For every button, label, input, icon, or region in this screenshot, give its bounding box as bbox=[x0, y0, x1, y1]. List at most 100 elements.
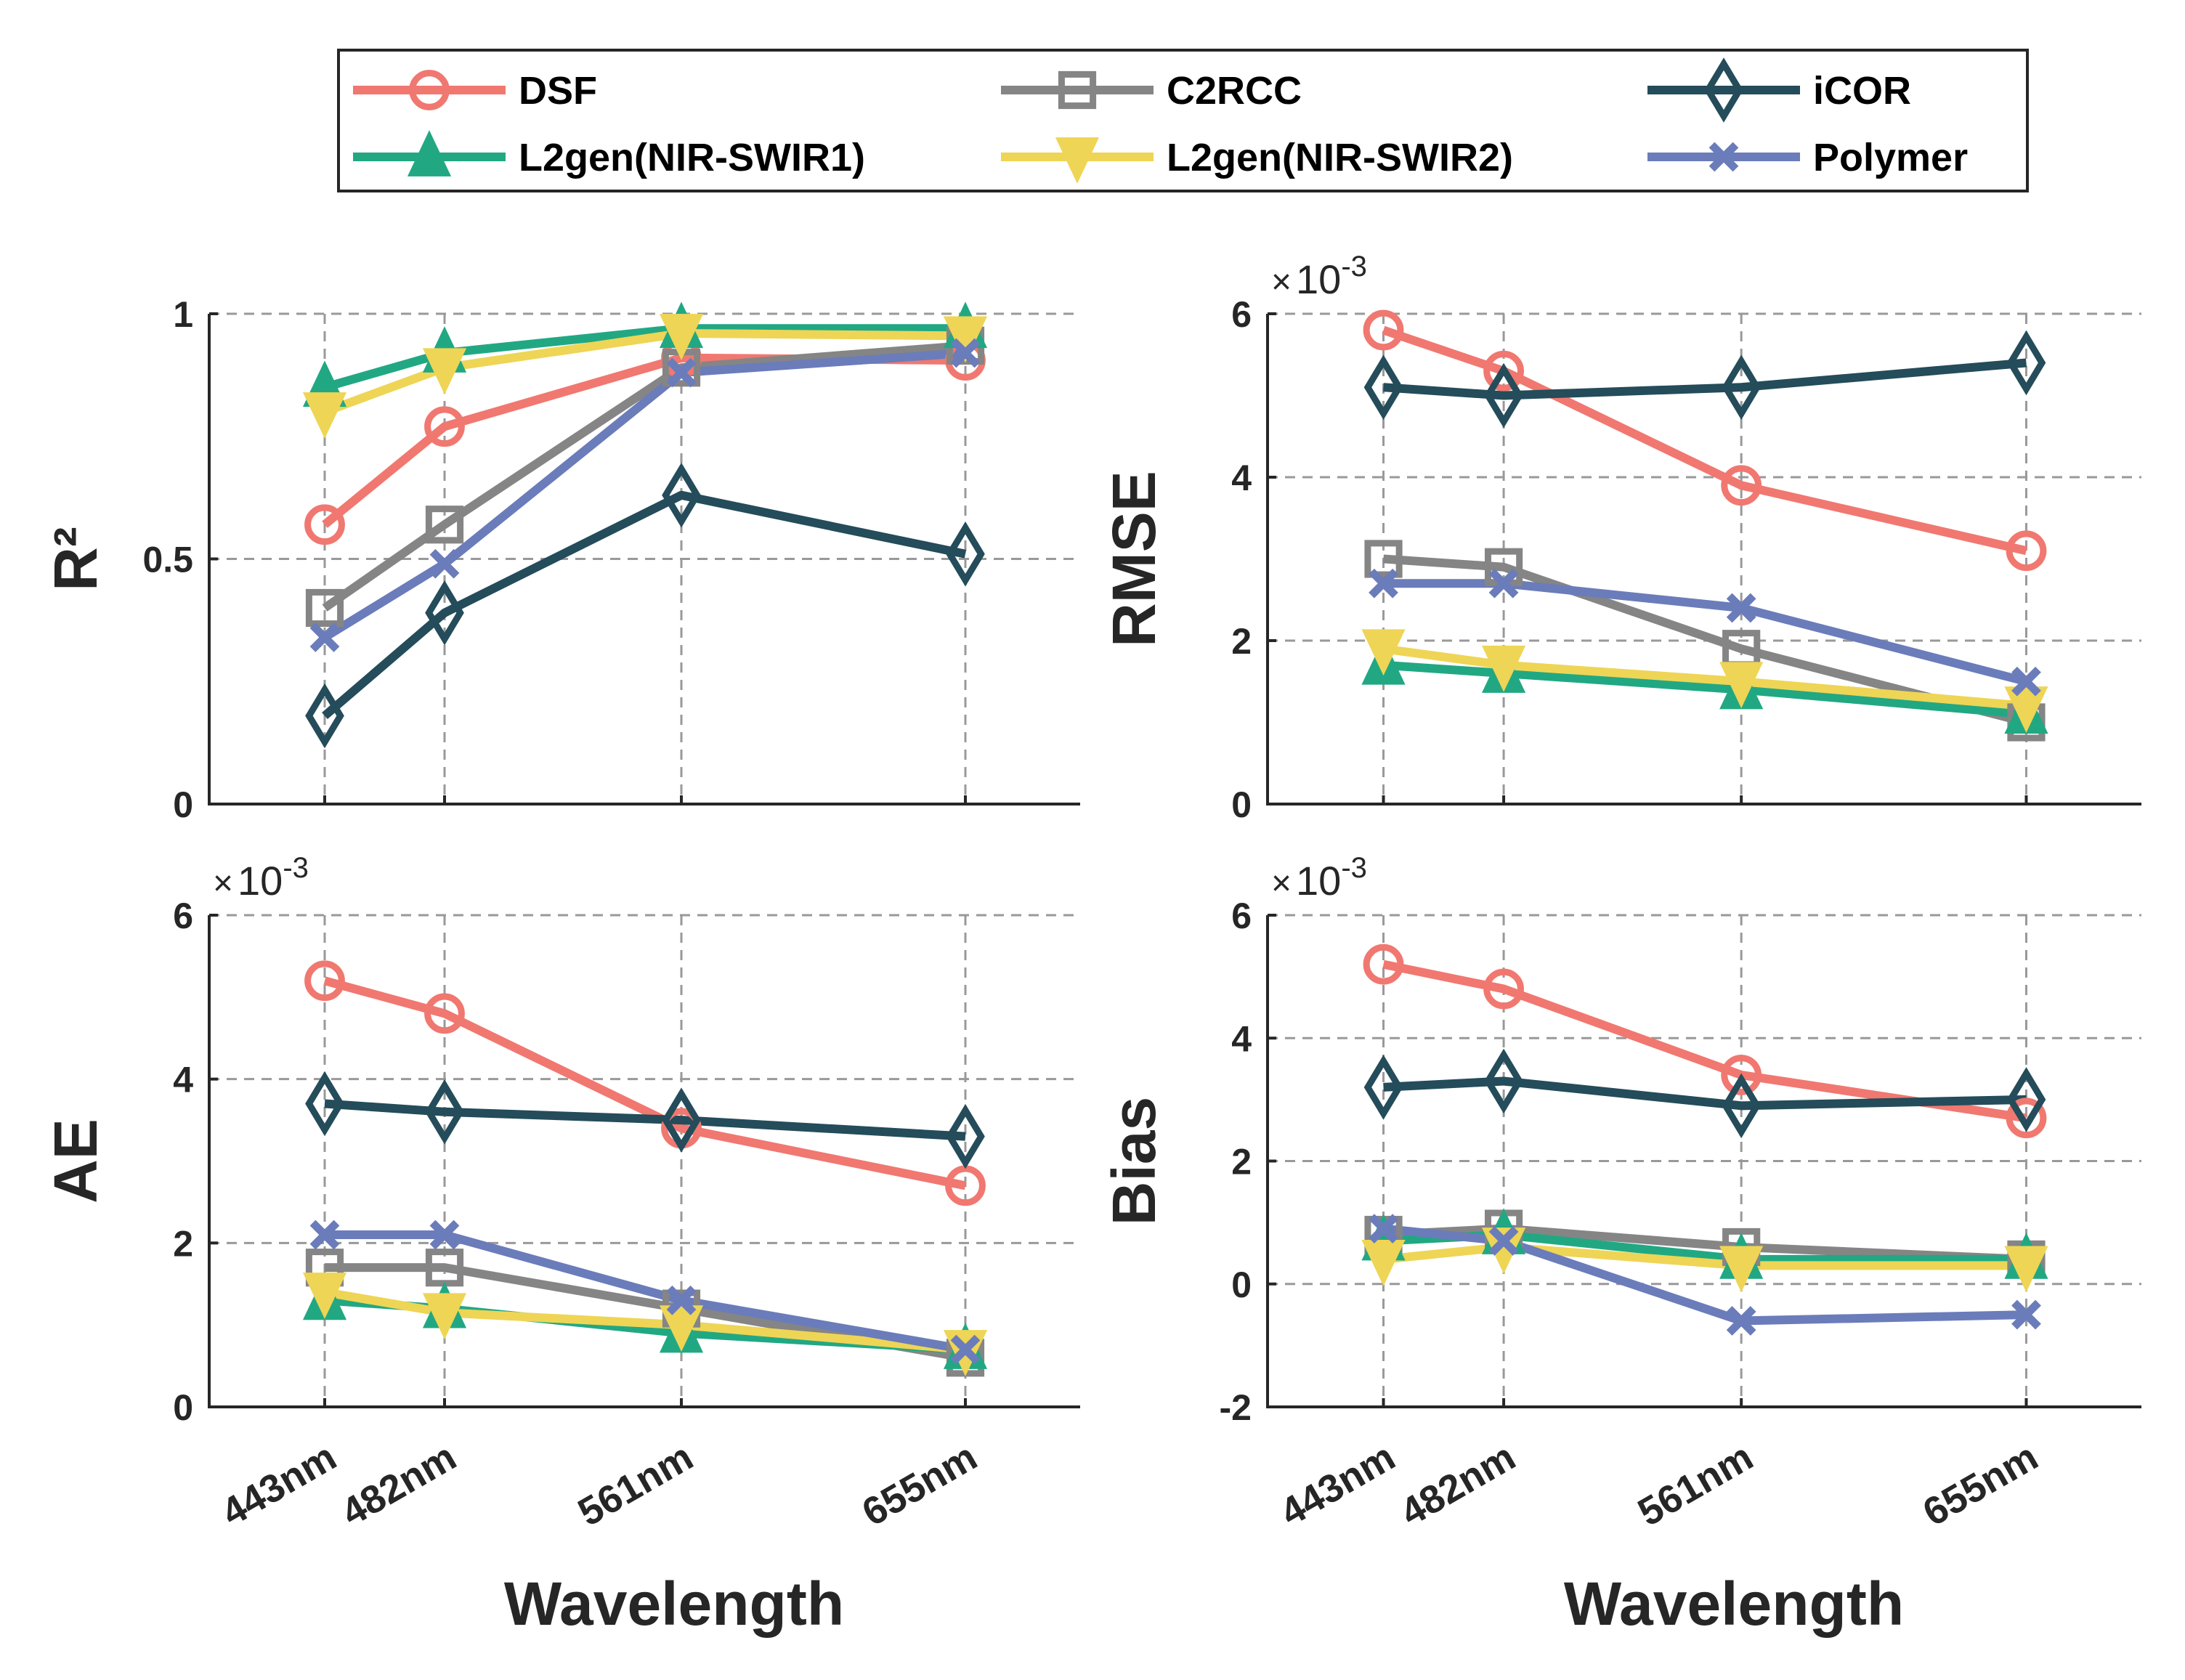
data-point bbox=[302, 1273, 347, 1319]
y-tick-label: 2 bbox=[1231, 1142, 1252, 1182]
marker-stroke bbox=[309, 1220, 340, 1250]
y-exponent-label: × 10-3 bbox=[1271, 251, 1367, 302]
data-point bbox=[2006, 1067, 2046, 1132]
x-axis-title: Wavelength bbox=[504, 1570, 844, 1638]
series-line-polymer bbox=[322, 349, 966, 641]
marker-stroke bbox=[1369, 568, 1398, 598]
legend-label: Polymer bbox=[1813, 136, 1968, 179]
panel-r2: 0 0.5 1 R² bbox=[41, 294, 1080, 825]
data-point bbox=[2004, 686, 2048, 733]
data-point bbox=[950, 338, 981, 368]
y-tick-label: 1 bbox=[173, 294, 193, 335]
data-point bbox=[1482, 645, 1526, 692]
series-line-l2gen-nir-swir1- bbox=[323, 324, 965, 392]
data-point bbox=[424, 993, 465, 1034]
data-point bbox=[659, 314, 704, 360]
marker-stroke bbox=[1708, 142, 1739, 172]
data-point bbox=[429, 1220, 460, 1250]
marker-stroke bbox=[2011, 666, 2041, 697]
legend-item: iCOR bbox=[1647, 57, 1911, 123]
data-point bbox=[305, 588, 344, 628]
data-point bbox=[2004, 1246, 2048, 1293]
series-line-dsf bbox=[323, 976, 967, 1190]
data-point bbox=[1719, 1246, 1764, 1293]
data-point bbox=[2006, 1097, 2047, 1139]
y-tick-label: 0 bbox=[173, 1387, 193, 1428]
series-line-c2rcc bbox=[322, 341, 966, 612]
data-point bbox=[1488, 568, 1519, 598]
y-tick-label: 0.5 bbox=[142, 540, 193, 580]
legend-marker-square-icon bbox=[1058, 70, 1097, 110]
panel-rmse: 0 2 4 6 × 10-3 RMSE bbox=[1100, 251, 2141, 825]
series-line-polymer bbox=[325, 1230, 967, 1354]
series-line-icor bbox=[324, 1099, 966, 1141]
exponent-times: × bbox=[1271, 263, 1292, 301]
data-point bbox=[422, 348, 467, 395]
data-point bbox=[950, 1334, 981, 1365]
y-tick-label: 4 bbox=[1231, 1018, 1252, 1059]
data-point bbox=[1721, 1055, 1762, 1095]
marker-stroke bbox=[309, 622, 340, 652]
data-point bbox=[1726, 1306, 1756, 1336]
data-point bbox=[424, 406, 465, 447]
legend-label: iCOR bbox=[1813, 69, 1911, 113]
exponent-power: -3 bbox=[1341, 852, 1367, 884]
legend-marker-diamond-icon bbox=[1704, 57, 1743, 123]
data-point bbox=[1361, 629, 1406, 676]
data-point bbox=[2011, 666, 2041, 697]
legend: DSF C2RCC iCOR L2gen(NIR-SWIR1) L2gen(NIR-SW… bbox=[337, 49, 2029, 192]
exponent-base: 10 bbox=[1296, 256, 1341, 302]
legend-item: L2gen(NIR-SWIR2) bbox=[1001, 136, 1513, 184]
series-line-icor bbox=[322, 490, 967, 720]
data-point bbox=[2006, 530, 2047, 572]
data-point bbox=[305, 683, 344, 749]
y-axis-title: AE bbox=[41, 1119, 110, 1204]
x-tick-label: 561nm bbox=[1631, 1435, 1760, 1535]
y-tick-label: 0 bbox=[1231, 1265, 1252, 1305]
data-point bbox=[1483, 350, 1524, 391]
data-point bbox=[1719, 662, 1764, 709]
data-point bbox=[1726, 593, 1756, 623]
y-exponent-label: × 10-3 bbox=[1271, 852, 1367, 904]
y-axis-title: Bias bbox=[1100, 1097, 1168, 1225]
data-point bbox=[1484, 362, 1523, 429]
x-tick-label: 482nm bbox=[1393, 1435, 1523, 1535]
legend-item: C2RCC bbox=[1001, 69, 1302, 113]
exponent-times: × bbox=[1271, 864, 1292, 903]
data-point bbox=[302, 392, 347, 439]
data-point bbox=[309, 622, 340, 652]
x-tick-label: 655nm bbox=[855, 1435, 984, 1535]
data-point bbox=[1364, 540, 1403, 578]
exponent-power: -3 bbox=[283, 852, 309, 884]
series-line-l2gen-nir-swir2- bbox=[323, 1288, 966, 1354]
legend-marker-x-icon bbox=[1708, 142, 1739, 172]
data-point bbox=[304, 504, 345, 545]
legend-label: C2RCC bbox=[1167, 69, 1302, 113]
data-point bbox=[1722, 1073, 1762, 1139]
series-line-l2gen-nir-swir2- bbox=[1382, 1242, 2027, 1270]
series-line-l2gen-nir-swir1- bbox=[1383, 660, 2027, 719]
series-line-polymer bbox=[1382, 1224, 2027, 1326]
data-point bbox=[1363, 309, 1404, 351]
series-line-icor bbox=[1383, 1076, 2027, 1111]
data-point bbox=[1363, 1055, 1403, 1120]
series-line-polymer bbox=[1383, 579, 2027, 686]
data-point bbox=[1363, 944, 1404, 985]
series-line-dsf bbox=[1382, 959, 2027, 1123]
data-point bbox=[666, 357, 697, 388]
data-point bbox=[2011, 1299, 2041, 1330]
data-point bbox=[305, 1071, 344, 1137]
legend-marker-triangle-up-icon bbox=[407, 130, 452, 176]
series-line-l2gen-nir-swir2- bbox=[1382, 644, 2027, 710]
data-point bbox=[1369, 568, 1398, 598]
data-point bbox=[429, 548, 460, 579]
exponent-times: × bbox=[213, 864, 233, 903]
y-tick-label: 2 bbox=[1231, 621, 1252, 662]
marker-stroke bbox=[950, 338, 981, 368]
data-point bbox=[1488, 1226, 1519, 1256]
data-point bbox=[946, 1103, 985, 1169]
data-point bbox=[425, 506, 464, 544]
